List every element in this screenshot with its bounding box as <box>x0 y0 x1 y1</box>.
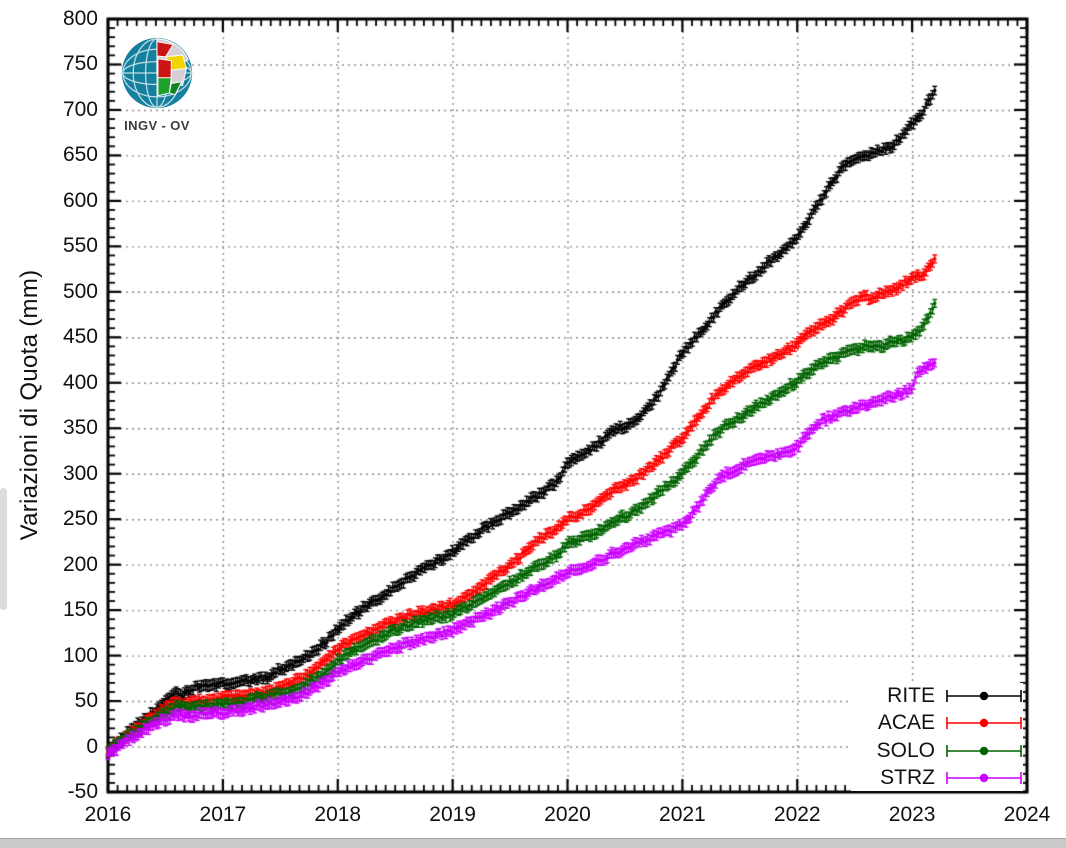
legend-sample-line <box>946 771 1022 784</box>
legend-label: SOLO <box>876 738 935 762</box>
legend-label: ACAE <box>877 711 935 735</box>
legend-label: STRZ <box>880 765 935 789</box>
legend-sample-line <box>946 690 1022 702</box>
ingv-ov-logo: INGV - OV <box>112 36 202 133</box>
legend-item-strz: STRZ <box>851 766 1023 790</box>
bottom-edge-bar <box>0 838 1066 848</box>
legend-sample-line <box>946 744 1022 757</box>
ingv-globe-icon <box>121 37 193 109</box>
legend-item-rite: RITE <box>851 684 1023 708</box>
legend-sample-line <box>946 717 1022 730</box>
left-scrollbar-thumb[interactable] <box>0 488 7 610</box>
chart-legend: RITE ACAE SOLO STRZ <box>851 683 1023 791</box>
legend-label: RITE <box>887 684 935 707</box>
y-axis-title: Variazioni di Quota (mm) <box>16 269 43 541</box>
legend-item-solo: SOLO <box>851 739 1023 763</box>
ingv-ov-logo-text: INGV - OV <box>124 118 190 133</box>
legend-item-acae: ACAE <box>851 711 1023 735</box>
